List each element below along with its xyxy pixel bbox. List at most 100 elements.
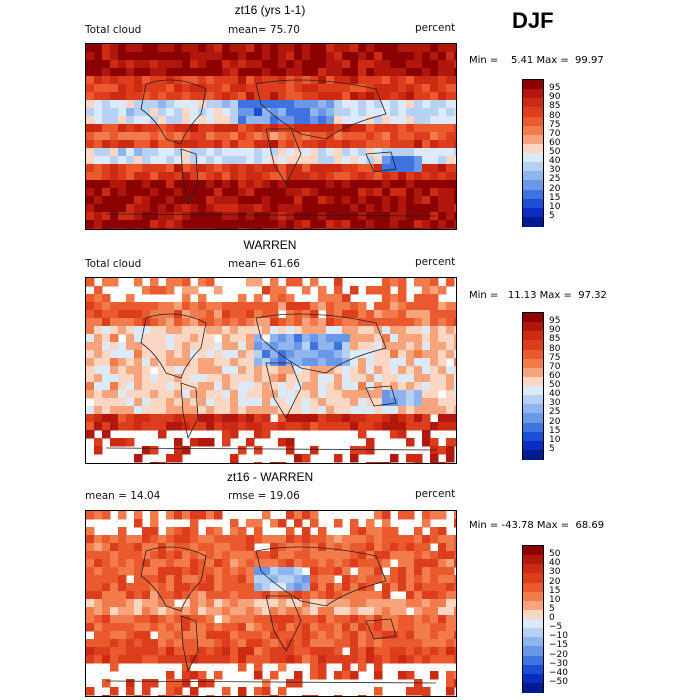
coastline <box>105 680 437 684</box>
colorbar-tick-label: 50 <box>549 549 561 560</box>
panel-1-map-svg <box>86 44 456 229</box>
colorbar-tick-label: 80 <box>549 343 561 354</box>
coastline <box>105 213 437 217</box>
coastline <box>365 385 397 407</box>
panel-3-map <box>85 510 457 697</box>
panel-3-minmax: Min = -43.78 Max = 68.69 <box>469 520 605 531</box>
coastline <box>265 595 302 652</box>
panel-3-title: zt16 - WARREN <box>226 470 314 484</box>
colorbar-tick-label: −40 <box>549 667 568 678</box>
colorbar-tick-label: 70 <box>549 128 561 139</box>
colorbar-swatch <box>523 313 543 323</box>
colorbar-tick-label: 10 <box>549 594 561 605</box>
colorbar-tick-label: −5 <box>549 622 563 633</box>
panel-1-units-label: percent <box>415 22 456 34</box>
colorbar-tick-label: 40 <box>549 156 561 167</box>
colorbar-tick-label: 90 <box>549 325 561 336</box>
colorbar-swatch <box>523 367 543 378</box>
colorbar-tick-label: 10 <box>549 201 561 212</box>
colorbar-tick-label: 85 <box>549 101 561 112</box>
colorbar-tick-label: 70 <box>549 361 561 372</box>
colorbar-swatch <box>523 449 543 460</box>
colorbar-tick-label: 50 <box>549 147 561 157</box>
colorbar-swatch <box>523 116 543 127</box>
colorbar-tick-label: 5 <box>549 603 555 614</box>
colorbar-tick-label: 85 <box>549 334 561 345</box>
colorbar-swatch <box>523 546 543 556</box>
colorbar-tick-label: 75 <box>549 119 561 130</box>
panel-3-colorbar <box>522 545 544 693</box>
colorbar-tick-label: −10 <box>549 631 568 642</box>
colorbar-swatch <box>523 637 543 647</box>
colorbar-swatch <box>523 655 543 666</box>
colorbar-tick-label: 25 <box>549 174 561 185</box>
colorbar-swatch <box>523 125 543 136</box>
colorbar-tick-label: −50 <box>549 676 568 687</box>
colorbar-tick-label: −30 <box>549 658 568 669</box>
colorbar-tick-label: 20 <box>549 416 561 427</box>
colorbar-tick-label: 40 <box>549 389 561 400</box>
colorbar-tick-label: −15 <box>549 640 568 651</box>
colorbar-swatch <box>523 143 543 154</box>
colorbar-swatch <box>523 682 543 693</box>
coastline <box>140 79 207 145</box>
colorbar-tick-label: 95 <box>549 83 561 94</box>
panel-2-minmax: Min = 11.13 Max = 97.32 <box>469 290 607 301</box>
colorbar-swatch <box>523 628 543 638</box>
colorbar-swatch <box>523 440 543 451</box>
colorbar-tick-label: 80 <box>549 110 561 121</box>
colorbar-swatch <box>523 358 543 369</box>
colorbar-tick-label: 75 <box>549 352 561 363</box>
panel-2-map <box>85 277 457 464</box>
colorbar-swatch <box>523 134 543 145</box>
coastline <box>365 618 397 640</box>
colorbar-tick-label: 40 <box>549 558 561 569</box>
colorbar-tick-label: 90 <box>549 92 561 103</box>
coastline <box>255 546 387 607</box>
colorbar-swatch <box>523 331 543 341</box>
panel-1-mean-label: mean= 75.70 <box>228 24 300 36</box>
panel-2-variable-label: Total cloud <box>85 258 142 270</box>
panel-2-colorbar <box>522 312 544 460</box>
map-field-cells <box>86 44 456 229</box>
colorbar-swatch <box>523 98 543 108</box>
colorbar-swatch <box>523 422 543 433</box>
panel-3-map-svg <box>86 511 456 696</box>
colorbar-tick-label: 15 <box>549 585 561 596</box>
colorbar-tick-label: 30 <box>549 398 561 409</box>
colorbar-swatch <box>523 349 543 360</box>
colorbar-swatch <box>523 180 543 190</box>
colorbar-swatch <box>523 189 543 200</box>
colorbar-swatch <box>523 600 543 611</box>
colorbar-tick-label: 60 <box>549 370 561 381</box>
colorbar-swatch <box>523 664 543 675</box>
colorbar-swatch <box>523 340 543 350</box>
colorbar-swatch <box>523 555 543 565</box>
coastline <box>105 447 437 451</box>
colorbar-swatch <box>523 609 543 620</box>
colorbar-swatch <box>523 395 543 405</box>
colorbar-tick-label: 95 <box>549 316 561 327</box>
coastline <box>140 313 207 379</box>
colorbar-tick-label: 10 <box>549 434 561 445</box>
colorbar-swatch <box>523 171 543 181</box>
panel-1-map <box>85 43 457 230</box>
map-field-cells <box>86 278 456 463</box>
colorbar-swatch <box>523 162 543 172</box>
colorbar-swatch <box>523 80 543 90</box>
coastline <box>255 79 387 140</box>
colorbar-swatch <box>523 646 543 656</box>
colorbar-tick-label: 5 <box>549 443 555 454</box>
panel-3-mean-label: mean = 14.04 <box>85 490 161 502</box>
colorbar-tick-label: 0 <box>549 613 555 623</box>
colorbar-tick-label: 30 <box>549 165 561 176</box>
colorbar-tick-label: 50 <box>549 380 561 390</box>
coastline <box>180 382 199 440</box>
colorbar-swatch <box>523 564 543 574</box>
panel-1-minmax: Min = 5.41 Max = 99.97 <box>469 55 604 66</box>
coastline <box>140 546 207 612</box>
panel-2-title: WARREN <box>243 238 297 252</box>
panel-3-units-label: percent <box>415 488 456 500</box>
panel-2-mean-label: mean= 61.66 <box>228 258 300 270</box>
coastline <box>180 148 199 206</box>
